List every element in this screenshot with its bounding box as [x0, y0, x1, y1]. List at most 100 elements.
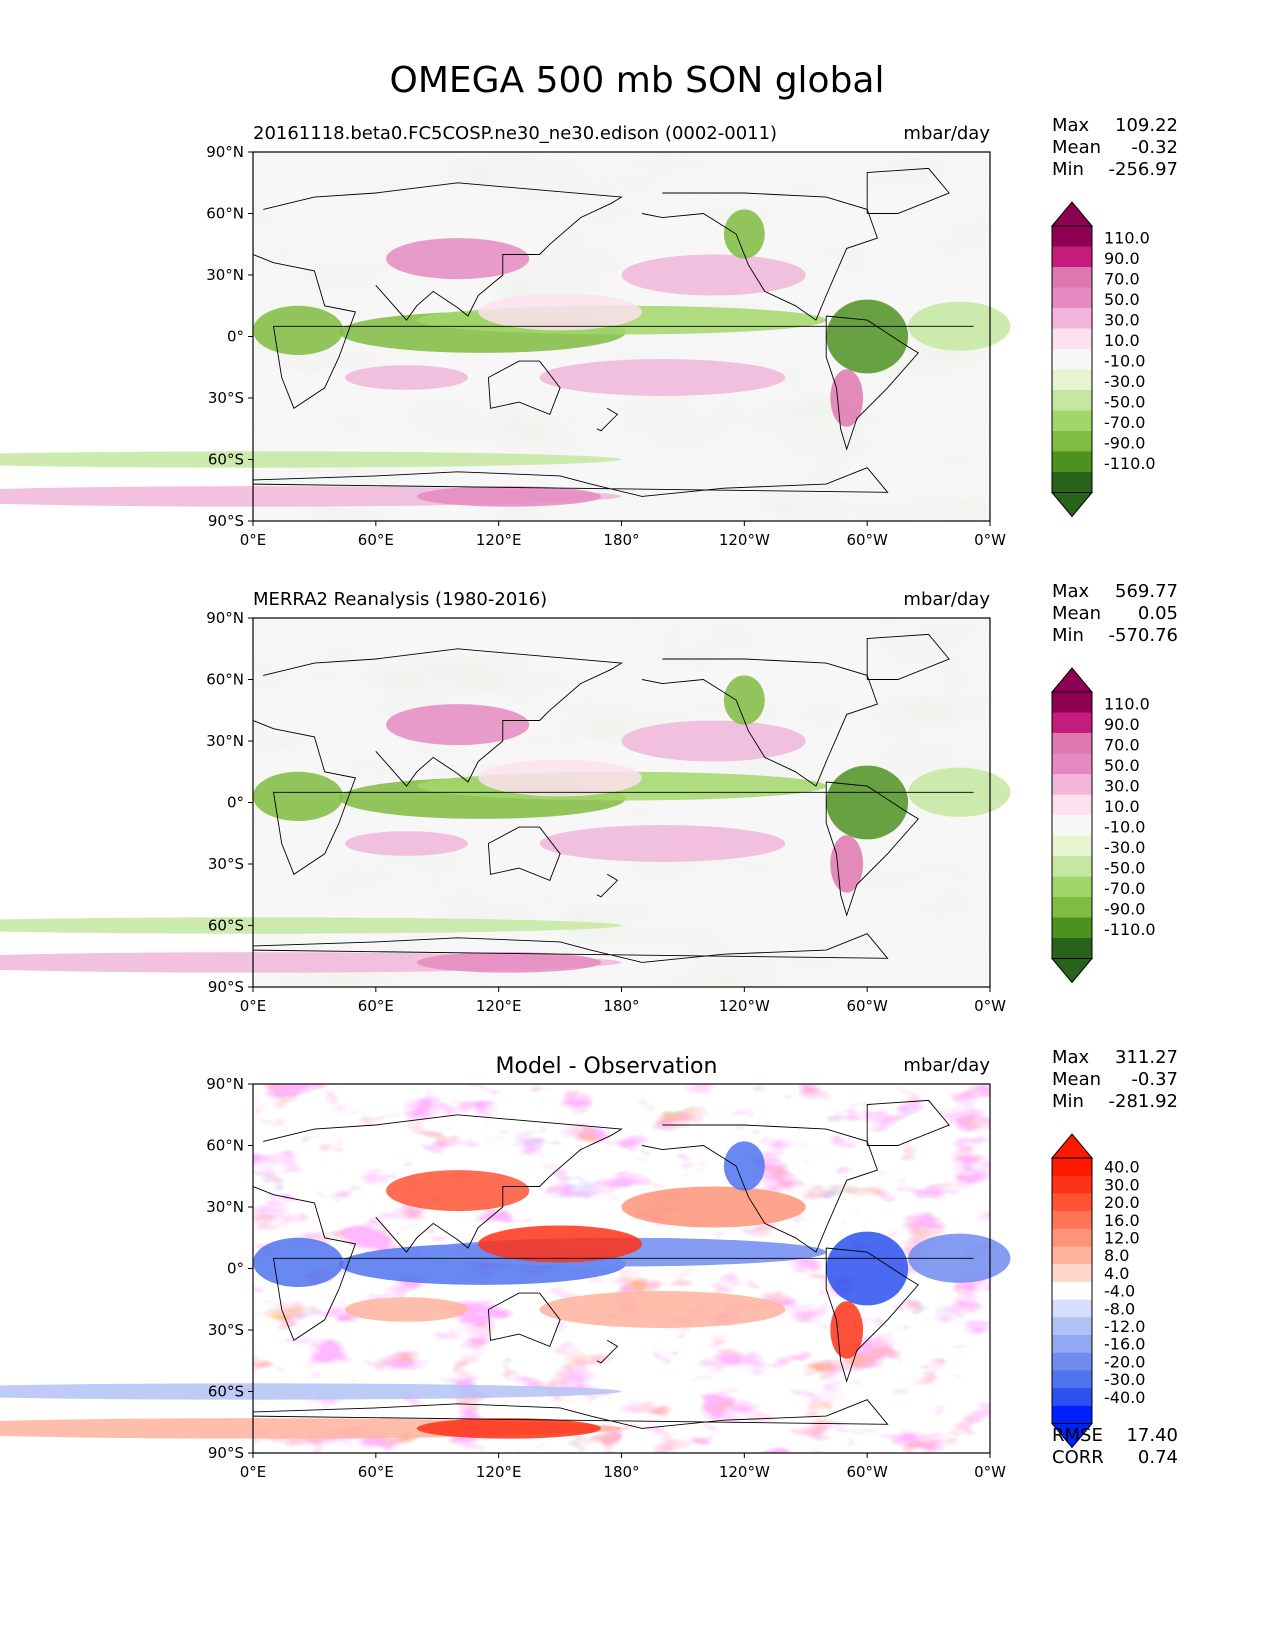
field-region [478, 293, 642, 331]
colorbar-segment [1052, 349, 1092, 370]
rmse-label: RMSE [1052, 1425, 1103, 1446]
panel-title: 20161118.beta0.FC5COSP.ne30_ne30.edison … [253, 123, 777, 144]
stat-max-value: 569.77 [1115, 581, 1178, 602]
field-region [826, 1231, 909, 1306]
colorbar-segment [1052, 1281, 1092, 1300]
field-region [0, 451, 622, 468]
y-tick-label: 30°N [206, 1198, 244, 1216]
y-tick-label: 60°N [206, 1137, 244, 1155]
colorbar-segment [1052, 472, 1092, 493]
colorbar-segment [1052, 410, 1092, 432]
colorbar-segment [1052, 1264, 1092, 1283]
y-tick-label: 90°N [206, 609, 244, 627]
coastline [252, 1186, 974, 1341]
colorbar-tick-label: -4.0 [1104, 1282, 1135, 1301]
y-tick-label: 30°S [208, 389, 244, 407]
colorbar-tick-label: -110.0 [1104, 454, 1156, 473]
stat-max-label: Max [1052, 115, 1090, 136]
y-tick-label: 90°N [206, 1075, 244, 1093]
x-tick-label: 0°E [240, 997, 267, 1015]
colorbar-extension-bottom [1050, 492, 1094, 518]
stat-min-value: -256.97 [1109, 159, 1178, 180]
colorbar-tick-label: 12.0 [1104, 1229, 1140, 1248]
colorbar-tick-label: -40.0 [1104, 1388, 1145, 1407]
stat-mean-value: -0.37 [1131, 1069, 1178, 1090]
coastline [596, 407, 619, 432]
stat-min-label: Min [1052, 1091, 1084, 1112]
coastline [866, 167, 950, 214]
coastline [596, 873, 619, 898]
colorbar-tick-label: -50.0 [1104, 859, 1145, 878]
colorbar-segment [1052, 1352, 1092, 1371]
x-tick-label: 120°W [719, 997, 770, 1015]
colorbar-segment [1052, 226, 1092, 247]
x-tick-label: 0°W [974, 1463, 1006, 1481]
coastline [487, 1292, 561, 1347]
colorbar-tick-label: 10.0 [1104, 797, 1140, 816]
coastline [596, 1339, 619, 1364]
colorbar-segment [1052, 1335, 1092, 1353]
colorbar-tick-label: -110.0 [1104, 920, 1156, 939]
units-label: mbar/day [903, 1055, 990, 1076]
y-tick-label: 0° [227, 328, 244, 346]
colorbar-segment [1052, 815, 1092, 836]
colorbar-segment [1052, 1405, 1092, 1424]
colorbar-segment [1052, 692, 1092, 713]
y-tick-label: 0° [227, 794, 244, 812]
colorbar-segment [1052, 1299, 1092, 1318]
x-tick-label: 120°W [719, 1463, 770, 1481]
field-region [830, 835, 864, 893]
field-region [253, 771, 344, 821]
colorbar-segment [1052, 267, 1092, 288]
colorbar-tick-label: -30.0 [1104, 1370, 1145, 1389]
x-tick-label: 60°W [846, 1463, 888, 1481]
coastline [641, 1124, 878, 1253]
field-region [386, 238, 530, 280]
colorbar-extension-bottom [1050, 958, 1094, 984]
field-region [0, 917, 622, 934]
colorbar-tick-label: 16.0 [1104, 1211, 1140, 1230]
colorbar-segment [1052, 1228, 1092, 1247]
y-tick-label: 30°N [206, 732, 244, 750]
colorbar-segment [1052, 917, 1092, 939]
field-region [723, 209, 765, 259]
colorbar-segment [1052, 451, 1092, 473]
colorbar-segment [1052, 246, 1092, 268]
stat-mean-label: Mean [1052, 1069, 1101, 1090]
colorbar-segment [1052, 774, 1092, 795]
colorbar-extension-top [1050, 667, 1094, 693]
panel-3: 90°N 60°N 30°N 0° 30°S 60°S 90°S0°E 60°E 120°E 18… [0, 1047, 1178, 1481]
stat-min-value: -281.92 [1109, 1091, 1178, 1112]
colorbar-segment [1052, 876, 1092, 898]
stat-mean-value: 0.05 [1138, 603, 1178, 624]
colorbar-segment [1052, 835, 1092, 857]
units-label: mbar/day [903, 589, 990, 610]
x-tick-label: 0°E [240, 1463, 267, 1481]
colorbar-tick-label: -20.0 [1104, 1352, 1145, 1371]
panel-title: MERRA2 Reanalysis (1980-2016) [253, 589, 547, 610]
coastline [866, 1099, 950, 1146]
y-tick-label: 0° [227, 1260, 244, 1278]
coastline [263, 648, 623, 787]
field-region [539, 1291, 786, 1328]
colorbar-frame [1051, 691, 1093, 959]
colorbar-segment [1052, 753, 1092, 775]
y-tick-label: 60°N [206, 205, 244, 223]
stat-min-value: -570.76 [1109, 625, 1178, 646]
x-tick-label: 180° [603, 531, 639, 549]
colorbar-extension-top [1050, 201, 1094, 227]
y-tick-label: 30°S [208, 855, 244, 873]
x-tick-label: 0°W [974, 997, 1006, 1015]
colorbar-tick-label: -90.0 [1104, 900, 1145, 919]
field-region [345, 365, 468, 390]
coastline [252, 254, 974, 409]
colorbar-segment [1052, 1370, 1092, 1389]
colorbar-tick-label: 70.0 [1104, 270, 1140, 289]
coastline [252, 933, 889, 963]
field-region [826, 299, 909, 374]
x-tick-label: 60°W [846, 997, 888, 1015]
coastline [252, 467, 889, 497]
colorbar-tick-label: 10.0 [1104, 331, 1140, 350]
colorbar-tick-label: 8.0 [1104, 1246, 1129, 1265]
stat-max-label: Max [1052, 1047, 1090, 1068]
